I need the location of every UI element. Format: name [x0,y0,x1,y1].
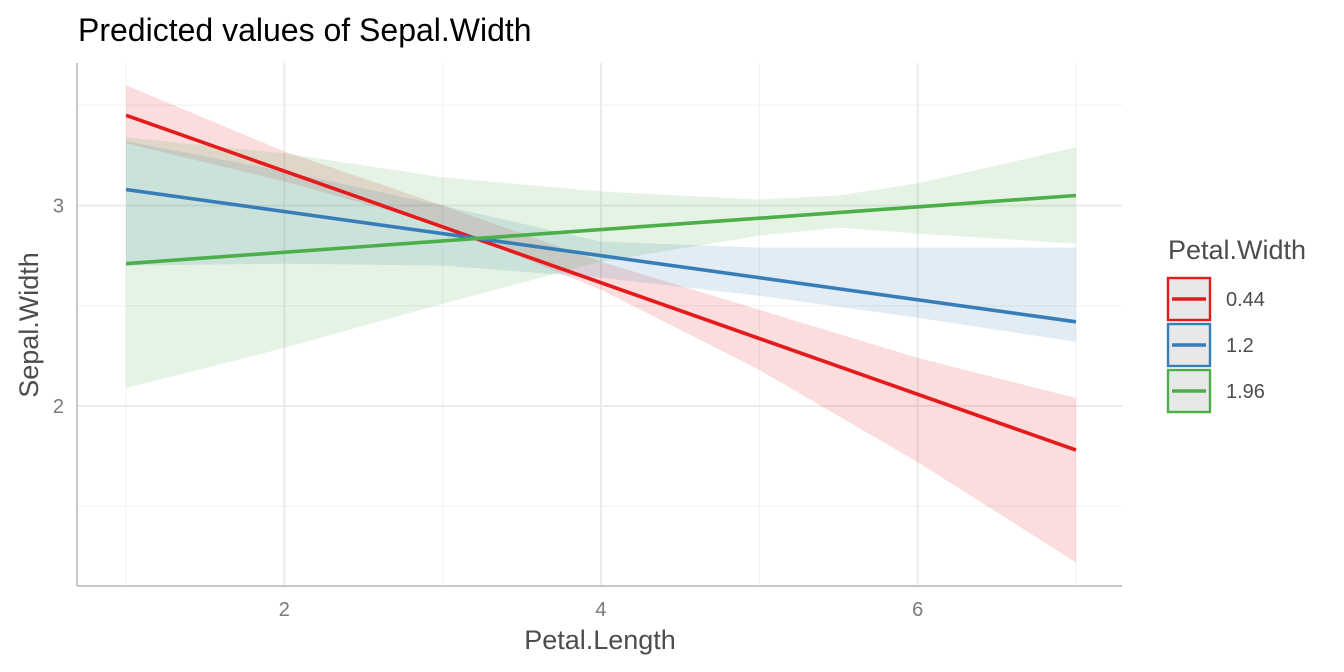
series-lines [125,113,1077,452]
minor-gridlines [77,63,1122,586]
legend-title: Petal.Width [1168,235,1306,265]
y-axis-title: Sepal.Width [14,252,44,398]
series-line-1_2 [125,187,1077,324]
legend: Petal.Width 0.44 1.2 1.96 [1166,235,1306,414]
y-tick-labels: 23 [53,196,64,419]
legend-label: 1.2 [1226,335,1254,357]
x-tick-label: 2 [279,599,290,621]
confidence-band-1_2 [126,141,1076,342]
x-axis-title: Petal.Length [524,625,676,655]
y-tick-label: 3 [53,196,64,218]
legend-label: 1.96 [1226,381,1265,403]
series-line-0_44 [125,113,1077,452]
chart-title: Predicted values of Sepal.Width [78,12,532,48]
y-tick-label: 2 [53,396,64,418]
x-tick-label: 4 [595,599,606,621]
series-line-1_96 [125,193,1077,266]
legend-label: 0.44 [1226,289,1265,311]
confidence-band-0_44 [126,85,1076,563]
x-tick-label: 6 [912,599,923,621]
x-tick-labels: 2 4 6 [279,599,923,621]
